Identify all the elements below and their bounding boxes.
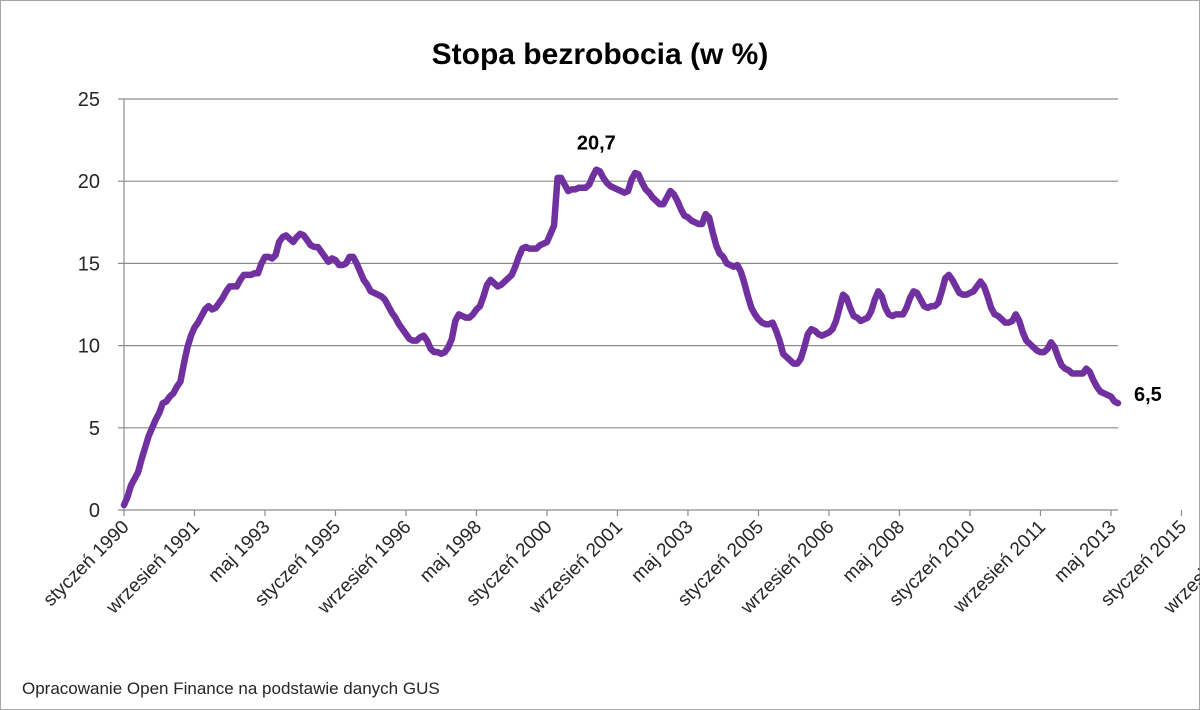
y-tick-label: 15 <box>78 253 100 275</box>
last-value-label: 6,5 <box>1134 384 1162 406</box>
unemployment-line <box>120 166 1122 509</box>
y-tick-label: 20 <box>78 171 100 193</box>
y-axis: 0 5 10 15 20 25 <box>78 89 125 522</box>
x-tick-label: maj 2013 <box>1050 517 1120 587</box>
chart-title: Stopa bezrobocia (w %) <box>432 38 769 71</box>
x-tick-label: maj 1993 <box>204 517 274 587</box>
source-note: Opracowanie Open Finance na podstawie da… <box>22 679 440 698</box>
gridlines <box>124 98 1118 429</box>
x-tick-label: maj 1998 <box>416 517 486 587</box>
y-tick-label: 25 <box>78 89 100 111</box>
y-tick-label: 0 <box>89 500 100 522</box>
x-tick-label: maj 2003 <box>627 517 697 587</box>
peak-value-label: 20,7 <box>577 133 616 155</box>
data-labels: 20,7 6,5 <box>577 133 1162 406</box>
x-tick-label: maj 2008 <box>839 517 909 587</box>
y-tick-label: 5 <box>89 418 100 440</box>
y-tick-label: 10 <box>78 336 100 358</box>
